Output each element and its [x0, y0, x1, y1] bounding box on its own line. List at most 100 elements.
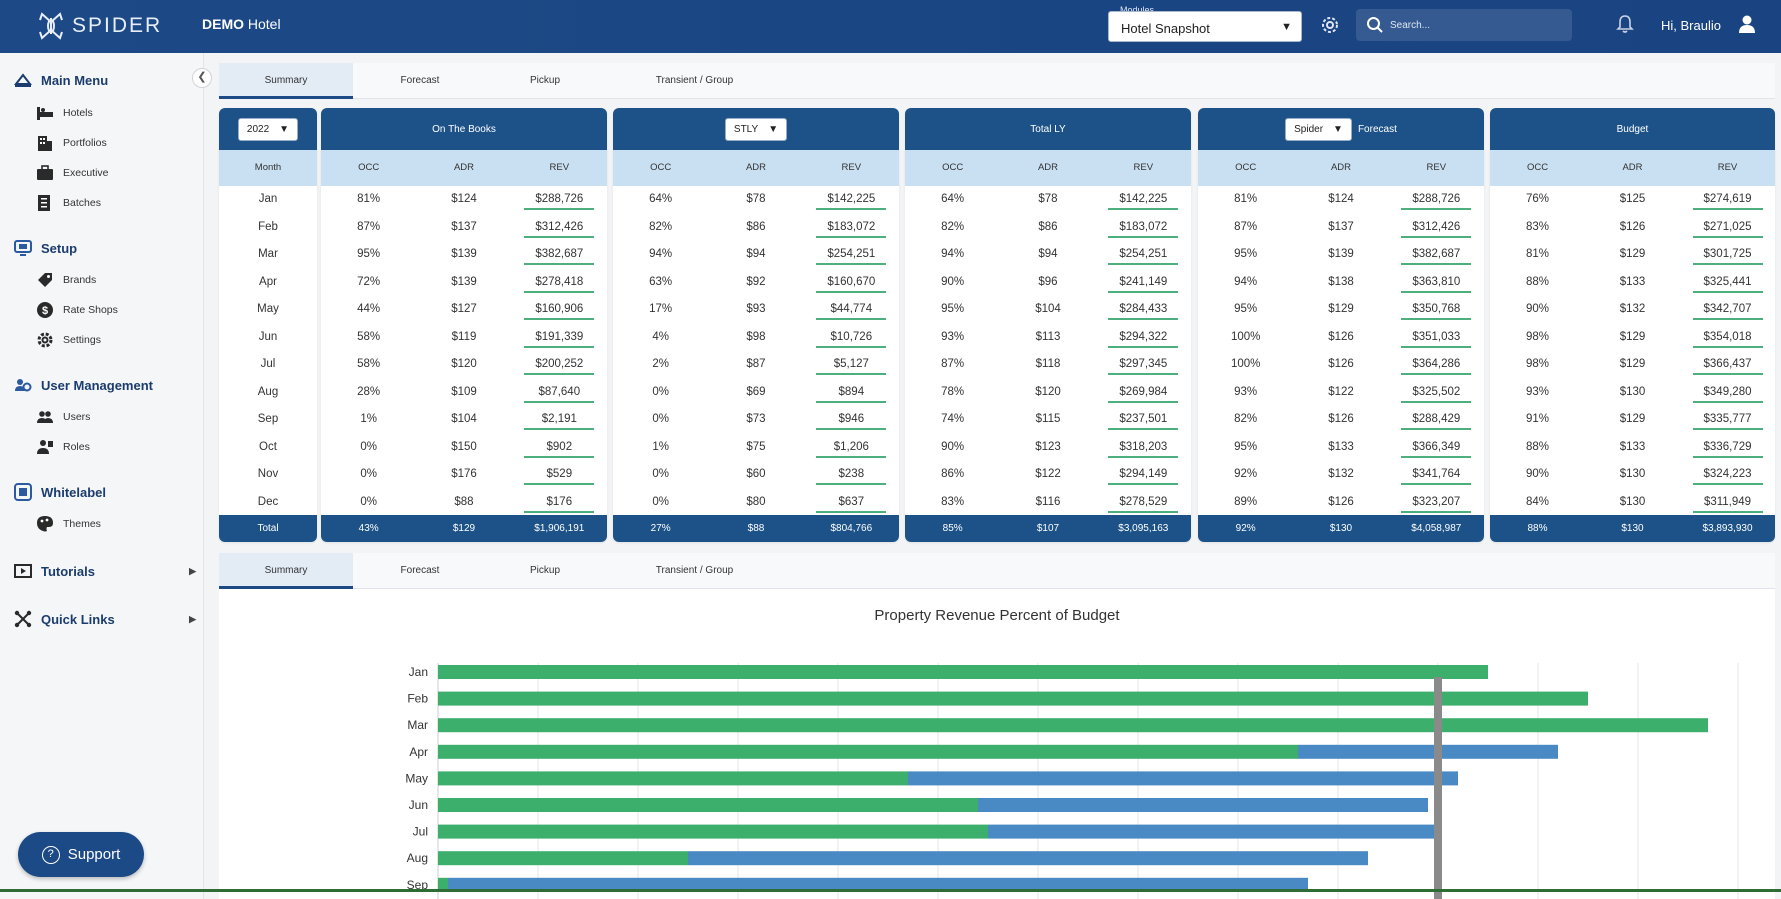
tab-transient-group[interactable]: Transient / Group	[655, 75, 734, 86]
bar-segment[interactable]	[438, 744, 1298, 759]
adr-cell: $129	[1328, 303, 1354, 315]
bar-segment[interactable]	[1298, 744, 1558, 759]
top-bar: SPIDER DEMO Hotel Modules Hotel Snapshot…	[0, 0, 1781, 53]
adr-cell: $124	[1328, 193, 1354, 205]
tab-summary[interactable]: Summary	[219, 63, 353, 99]
bar-segment[interactable]	[438, 691, 1588, 706]
logo[interactable]: SPIDER	[38, 10, 162, 42]
rev-cell: $342,707	[1680, 296, 1775, 324]
tab-transient-group[interactable]: Transient / Group	[655, 565, 734, 576]
occ-cell: 81%	[1234, 193, 1258, 205]
sidebar-item-batches[interactable]: Batches	[36, 194, 101, 212]
support-button[interactable]: ? Support	[18, 832, 144, 877]
adr-cell: $130	[1619, 468, 1646, 480]
adr-cell: $133	[1619, 440, 1646, 453]
user-icon[interactable]	[1737, 14, 1757, 34]
sidebar-section-setup[interactable]: Setup	[14, 239, 77, 257]
panel-header: STLY ▼	[613, 108, 899, 150]
column-header-rev[interactable]: REV	[841, 162, 862, 173]
column-header-adr[interactable]: ADR	[745, 162, 767, 173]
sidebar-item-rate-shops[interactable]: $ Rate Shops	[36, 301, 118, 319]
bar-segment[interactable]	[978, 798, 1428, 812]
sidebar-section-quick-links[interactable]: Quick Links ▶	[14, 610, 198, 628]
rev-value: $288,726	[1401, 190, 1472, 210]
sidebar-item-themes[interactable]: Themes	[36, 515, 101, 533]
sidebar-item-users[interactable]: Users	[36, 408, 90, 426]
sidebar-item-roles[interactable]: Roles	[36, 438, 90, 456]
caret-right-icon: ▶	[189, 613, 196, 624]
bar-segment[interactable]	[438, 771, 908, 786]
search-input[interactable]	[1390, 16, 1560, 34]
column-header-adr[interactable]: ADR	[1330, 162, 1352, 173]
sidebar-item-settings[interactable]: Settings	[36, 331, 101, 349]
tab-forecast[interactable]: Forecast	[400, 75, 440, 86]
bar-segment[interactable]	[438, 877, 448, 892]
column-header-occ[interactable]: OCC	[358, 162, 380, 173]
adr-cell: $126	[1328, 358, 1354, 370]
column-header-rev[interactable]: REV	[1133, 162, 1154, 173]
sidebar-item-hotels[interactable]: Hotels	[36, 104, 93, 122]
occ-cell: 83%	[1525, 220, 1550, 233]
rev-cell: $142,225	[1096, 186, 1191, 214]
rev-cell: $87,640	[512, 379, 607, 407]
adr-cell: $132	[1619, 303, 1646, 315]
column-header-adr[interactable]: ADR	[1037, 162, 1059, 173]
rev-cell: $529	[512, 461, 607, 489]
occ-cell: 90%	[1525, 468, 1550, 480]
occ-cell: 82%	[1234, 413, 1258, 425]
column-header-rev[interactable]: REV	[1426, 162, 1447, 173]
bar-segment[interactable]	[438, 665, 1488, 679]
adr-cell: $129	[1619, 413, 1646, 425]
column-header-adr[interactable]: ADR	[1622, 162, 1643, 173]
settings-gear-icon[interactable]	[1318, 13, 1342, 37]
sidebar-section-user-management[interactable]: User Management	[14, 376, 153, 394]
sidebar-item-label: Brands	[63, 274, 97, 286]
sidebar-item-label: Themes	[63, 518, 101, 530]
sidebar-item-portfolios[interactable]: Portfolios	[36, 134, 107, 152]
panel-select[interactable]: STLY ▼	[724, 117, 788, 141]
bar-segment[interactable]	[438, 824, 988, 839]
panel-select[interactable]: Spider ▼	[1285, 117, 1352, 141]
sidebar-section-whitelabel[interactable]: Whitelabel	[14, 483, 106, 501]
tab-pickup[interactable]: Pickup	[529, 75, 560, 86]
adr-cell: $94	[1038, 248, 1058, 260]
column-header-occ[interactable]: OCC	[1235, 162, 1257, 173]
adr-cell: $126	[1328, 495, 1354, 508]
adr-cell: $126	[1328, 413, 1354, 425]
sidebar-section-main-menu[interactable]: Main Menu	[14, 71, 108, 89]
month-cell: Jun	[258, 330, 278, 343]
bar-segment[interactable]	[438, 718, 1708, 733]
adr-cell: $129	[1619, 358, 1646, 370]
rev-cell: $297,345	[1096, 351, 1191, 379]
modules-dropdown[interactable]: Modules Hotel Snapshot ▼	[1108, 4, 1302, 42]
modules-select[interactable]: Hotel Snapshot ▼	[1108, 11, 1302, 42]
bar-segment[interactable]	[988, 824, 1438, 839]
rev-cell: $366,437	[1680, 351, 1775, 379]
column-header-occ[interactable]: OCC	[650, 162, 672, 173]
tab-summary[interactable]: Summary	[219, 553, 353, 589]
sidebar-item-executive[interactable]: Executive	[36, 164, 109, 182]
occ-cell: 92%	[1234, 468, 1258, 480]
column-header-occ[interactable]: OCC	[1526, 162, 1549, 173]
collapse-sidebar-button[interactable]: ❮	[192, 68, 212, 88]
column-header-occ[interactable]: OCC	[942, 162, 964, 173]
column-header-adr[interactable]: ADR	[453, 162, 475, 173]
year-select[interactable]: 2022 ▼	[237, 117, 299, 141]
bar-segment[interactable]	[438, 798, 978, 812]
panel-select-value: STLY	[733, 123, 759, 135]
sidebar-item-brands[interactable]: Brands	[36, 271, 96, 289]
column-header-rev[interactable]: REV	[549, 162, 570, 173]
bar-segment[interactable]	[908, 771, 1458, 786]
tab-forecast[interactable]: Forecast	[400, 565, 440, 576]
column-header-rev[interactable]: REV	[1717, 162, 1738, 173]
search-box[interactable]	[1356, 9, 1572, 41]
bell-icon[interactable]	[1616, 14, 1634, 34]
table-row: Jul	[219, 351, 317, 379]
tab-pickup[interactable]: Pickup	[529, 565, 560, 576]
bar-segment[interactable]	[688, 851, 1368, 866]
bar-segment[interactable]	[448, 877, 1308, 892]
sidebar-section-tutorials[interactable]: Tutorials ▶	[14, 562, 198, 580]
month-cell: Feb	[258, 220, 278, 233]
bar-segment[interactable]	[438, 851, 688, 866]
rev-cell: $288,726	[512, 186, 607, 214]
